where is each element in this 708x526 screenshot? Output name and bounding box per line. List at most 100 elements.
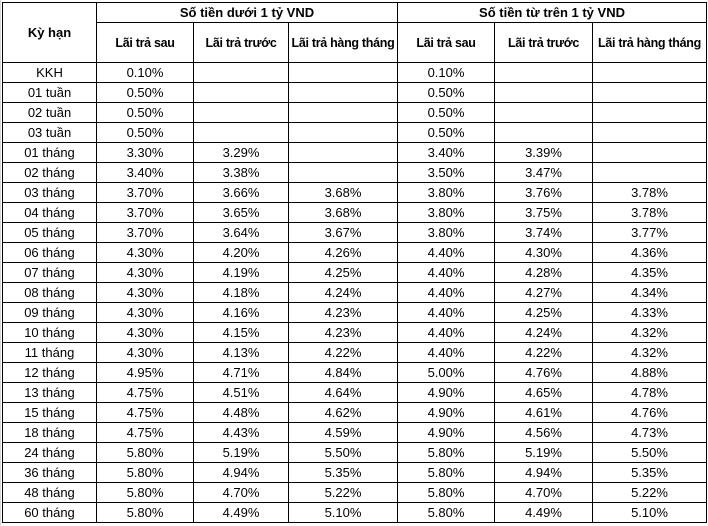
rate-cell-below-1b: 3.38% — [193, 162, 289, 183]
term-cell: 03 tháng — [2, 182, 97, 203]
term-cell: 12 tháng — [2, 362, 97, 383]
term-cell: 08 tháng — [2, 282, 97, 303]
rate-cell-above-1b — [592, 62, 707, 83]
rate-cell-below-1b: 3.64% — [193, 222, 289, 243]
rate-cell-below-1b: 0.50% — [96, 102, 194, 123]
group-header-above-1b: Số tiền từ trên 1 tỷ VND — [397, 2, 707, 23]
rate-cell-above-1b: 4.70% — [494, 482, 593, 503]
rate-cell-below-1b — [193, 102, 289, 123]
rate-cell-below-1b: 4.75% — [96, 422, 194, 443]
rate-cell-above-1b: 4.28% — [494, 262, 593, 283]
rate-cell-above-1b: 4.40% — [397, 302, 495, 323]
rate-cell-below-1b: 5.35% — [288, 462, 398, 483]
rate-cell-above-1b: 5.35% — [592, 462, 707, 483]
rate-cell-below-1b: 3.40% — [96, 162, 194, 183]
rate-cell-above-1b: 4.90% — [397, 422, 495, 443]
rate-cell-above-1b: 3.78% — [592, 202, 707, 223]
rate-cell-below-1b: 0.50% — [96, 122, 194, 143]
rate-cell-above-1b: 3.50% — [397, 162, 495, 183]
table-row: 03 tuần 0.50% 0.50% — [2, 122, 707, 143]
rate-cell-below-1b: 3.30% — [96, 142, 194, 163]
rate-cell-below-1b: 4.20% — [193, 242, 289, 263]
subheader-above-interest-monthly: Lãi trả hàng tháng — [592, 22, 707, 63]
rate-cell-below-1b: 4.49% — [193, 502, 289, 523]
rate-cell-below-1b: 3.29% — [193, 142, 289, 163]
table-row: 18 tháng 4.75% 4.43% 4.59% 4.90% 4.56% 4.73% — [2, 422, 707, 443]
rate-cell-above-1b: 5.80% — [397, 442, 495, 463]
rate-cell-above-1b — [494, 102, 593, 123]
rate-cell-above-1b: 4.90% — [397, 382, 495, 403]
term-cell: 60 tháng — [2, 502, 97, 523]
rate-cell-below-1b: 4.22% — [288, 342, 398, 363]
table-row: 06 tháng 4.30% 4.20% 4.26% 4.40% 4.30% 4.36% — [2, 242, 707, 263]
rate-cell-above-1b: 4.88% — [592, 362, 707, 383]
term-cell: 24 tháng — [2, 442, 97, 463]
rate-cell-below-1b: 4.71% — [193, 362, 289, 383]
subheader-above-interest-at-maturity: Lãi trả sau — [397, 22, 495, 63]
rate-cell-below-1b — [288, 122, 398, 143]
rate-cell-below-1b: 4.95% — [96, 362, 194, 383]
rate-cell-below-1b: 5.80% — [96, 502, 194, 523]
rate-cell-below-1b: 4.30% — [96, 322, 194, 343]
rate-cell-below-1b — [288, 162, 398, 183]
term-cell: 09 tháng — [2, 302, 97, 323]
rate-cell-below-1b: 4.23% — [288, 322, 398, 343]
term-cell: 07 tháng — [2, 262, 97, 283]
rate-cell-below-1b — [288, 82, 398, 103]
rate-cell-above-1b — [592, 142, 707, 163]
rate-cell-below-1b: 3.70% — [96, 222, 194, 243]
rate-cell-above-1b: 4.22% — [494, 342, 593, 363]
rate-cell-below-1b: 4.75% — [96, 382, 194, 403]
term-cell: 04 tháng — [2, 202, 97, 223]
term-cell: 01 tuần — [2, 82, 97, 103]
rate-cell-above-1b: 3.77% — [592, 222, 707, 243]
rate-cell-above-1b — [592, 162, 707, 183]
rate-cell-above-1b: 3.76% — [494, 182, 593, 203]
rate-cell-below-1b: 5.22% — [288, 482, 398, 503]
rate-cell-below-1b — [193, 82, 289, 103]
term-cell: 02 tuần — [2, 102, 97, 123]
term-cell: 36 tháng — [2, 462, 97, 483]
term-cell: 11 tháng — [2, 342, 97, 363]
rate-cell-above-1b: 4.30% — [494, 242, 593, 263]
rate-cell-above-1b — [592, 102, 707, 123]
rate-cell-above-1b: 3.39% — [494, 142, 593, 163]
rate-cell-above-1b: 5.00% — [397, 362, 495, 383]
rate-cell-above-1b: 3.74% — [494, 222, 593, 243]
rate-cell-below-1b: 4.70% — [193, 482, 289, 503]
rate-cell-below-1b: 0.50% — [96, 82, 194, 103]
rate-cell-above-1b — [494, 62, 593, 83]
rate-cell-below-1b — [288, 102, 398, 123]
rate-cell-below-1b: 4.62% — [288, 402, 398, 423]
table-row: 01 tháng 3.30% 3.29% 3.40% 3.39% — [2, 142, 707, 163]
subheader-below-interest-at-maturity: Lãi trả sau — [96, 22, 194, 63]
term-cell: 02 tháng — [2, 162, 97, 183]
table-row: 60 tháng 5.80% 4.49% 5.10% 5.80% 4.49% 5.10% — [2, 502, 707, 523]
rate-cell-above-1b: 3.75% — [494, 202, 593, 223]
term-column-header: Kỳ hạn — [2, 2, 97, 63]
table-row: 01 tuần 0.50% 0.50% — [2, 82, 707, 103]
rate-cell-below-1b: 3.70% — [96, 202, 194, 223]
rate-cell-above-1b: 5.50% — [592, 442, 707, 463]
table-row: 05 tháng 3.70% 3.64% 3.67% 3.80% 3.74% 3.77% — [2, 222, 707, 243]
rate-cell-above-1b: 4.90% — [397, 402, 495, 423]
rate-cell-below-1b: 5.19% — [193, 442, 289, 463]
rate-cell-above-1b: 4.35% — [592, 262, 707, 283]
rate-cell-above-1b: 4.40% — [397, 322, 495, 343]
rate-cell-above-1b: 5.80% — [397, 482, 495, 503]
rate-cell-above-1b: 4.40% — [397, 242, 495, 263]
rate-cell-below-1b: 4.64% — [288, 382, 398, 403]
rate-cell-below-1b: 3.66% — [193, 182, 289, 203]
subheader-below-interest-monthly: Lãi trả hàng tháng — [288, 22, 398, 63]
rate-cell-below-1b: 4.30% — [96, 242, 194, 263]
sub-header-row: Lãi trả sau Lãi trả trước Lãi trả hàng t… — [3, 22, 707, 63]
rate-cell-above-1b: 5.80% — [397, 502, 495, 523]
rate-cell-below-1b — [193, 122, 289, 143]
rate-cell-below-1b: 4.48% — [193, 402, 289, 423]
rate-cell-below-1b — [193, 62, 289, 83]
term-cell: 01 tháng — [2, 142, 97, 163]
rate-cell-above-1b: 4.56% — [494, 422, 593, 443]
rate-cell-below-1b: 0.10% — [96, 62, 194, 83]
rate-cell-above-1b: 4.65% — [494, 382, 593, 403]
rate-cell-above-1b: 4.36% — [592, 242, 707, 263]
